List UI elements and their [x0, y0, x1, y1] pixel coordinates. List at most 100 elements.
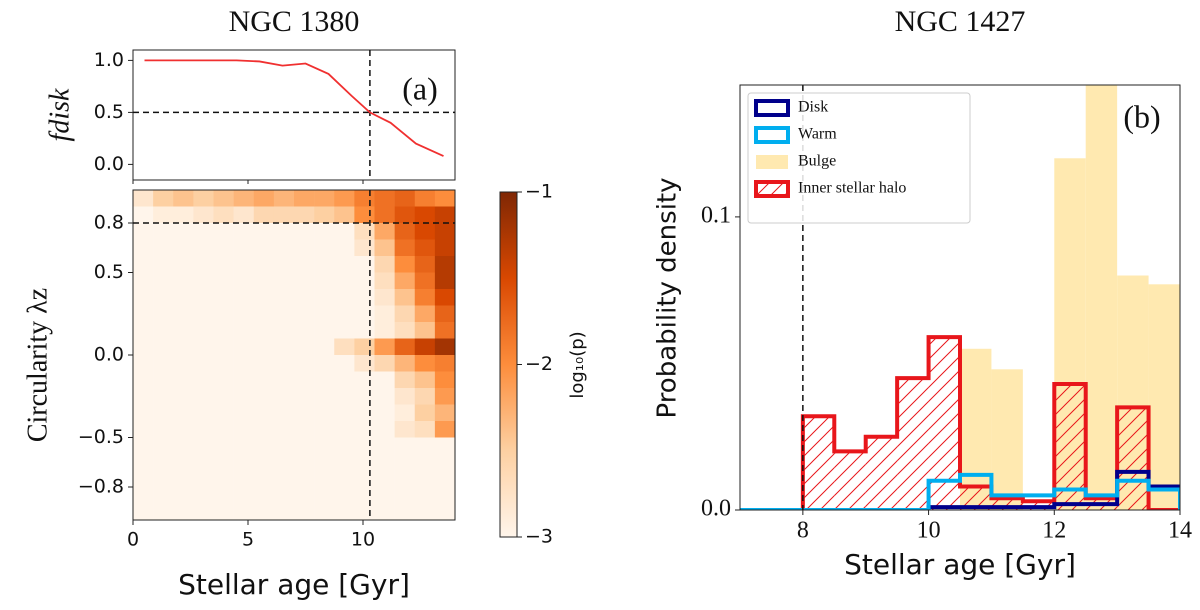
heatmap-cell [193, 305, 214, 323]
heatmap-cell [294, 206, 315, 224]
heatmap-cell [273, 404, 295, 422]
heatmap-cell [374, 503, 395, 521]
heatmap-cell [294, 421, 315, 438]
y-tick-label: 0.5 [94, 261, 124, 283]
heatmap-cell [354, 322, 375, 339]
heatmap-cell [314, 190, 335, 207]
heatmap-cell [354, 487, 375, 504]
heatmap-cell [213, 371, 234, 389]
heatmap-cell [434, 223, 456, 240]
heatmap-cell [253, 371, 275, 389]
histogram-bin [960, 348, 992, 510]
heatmap-cell [294, 272, 315, 290]
heatmap-cell [314, 437, 335, 455]
histogram-bin [834, 451, 866, 510]
histogram-bin [1149, 489, 1180, 510]
heatmap-cell [153, 404, 174, 422]
heatmap-cell [354, 388, 375, 405]
heatmap-cell [414, 223, 436, 240]
legend: Disk Warm Bulge Inner stellar halo [747, 92, 971, 224]
heatmap-cell [294, 239, 315, 257]
histogram-bin [1054, 489, 1085, 510]
heatmap-cell [314, 289, 335, 306]
heatmap-cell [193, 371, 214, 389]
heatmap-cell [314, 338, 335, 356]
heatmap-cell [233, 289, 255, 306]
y-tick-label: 1.0 [94, 49, 124, 71]
heatmap-cell [394, 355, 416, 372]
heatmap-cell [133, 338, 154, 356]
legend-swatch [754, 99, 790, 117]
y-tick-label: −0.8 [78, 476, 124, 498]
heatmap-cell [294, 322, 315, 339]
colorbar [499, 191, 518, 538]
y-tick-label: 0.1 [701, 202, 731, 228]
heatmap-cell [213, 388, 234, 405]
heatmap-cell [414, 503, 436, 521]
heatmap-cell [354, 190, 375, 207]
heatmap-cell [253, 421, 275, 438]
heatmap-cell [193, 338, 214, 356]
heatmap-cell [354, 206, 375, 224]
y-tick-label: −0.5 [78, 426, 124, 448]
histogram-bin [865, 436, 898, 510]
heatmap-cell [374, 487, 395, 504]
heatmap-cell [394, 404, 416, 422]
heatmap-cell [374, 305, 395, 323]
heatmap-cell [334, 437, 355, 455]
heatmap-cell [314, 421, 335, 438]
heatmap-cell [273, 223, 295, 240]
heatmap-cell [233, 322, 255, 339]
colorbar-tick-label: −1 [525, 181, 553, 203]
heatmap-cell [273, 487, 295, 504]
heatmap-cell [394, 272, 416, 290]
heatmap-cell [394, 371, 416, 389]
heatmap-cell [193, 355, 214, 372]
heatmap-cell [253, 437, 275, 455]
heatmap-cell [354, 404, 375, 422]
heatmap-cell [314, 404, 335, 422]
heatmap-cell [193, 256, 214, 273]
heatmap-cell [314, 223, 335, 240]
heatmap-cell [233, 454, 255, 471]
heatmap-cell [434, 437, 456, 455]
histogram-bin [1086, 495, 1117, 510]
heatmap-cell [273, 470, 295, 488]
heatmap-cell [314, 305, 335, 323]
heatmap-cell [354, 256, 375, 273]
heatmap-cell [354, 421, 375, 438]
heatmap-cell [374, 239, 395, 257]
heatmap-cell [133, 223, 154, 240]
histogram-bin [1148, 284, 1180, 510]
heatmap-cell [354, 470, 375, 488]
heatmap-cell [133, 305, 154, 323]
legend-swatch [754, 180, 790, 198]
axes-frame [132, 49, 456, 181]
heatmap-cell [374, 355, 395, 372]
legend-label: Disk [798, 99, 828, 116]
heatmap-cell [434, 454, 456, 471]
heatmap-cell [133, 355, 154, 372]
heatmap-cell [153, 487, 174, 504]
heatmap-cell [334, 503, 355, 521]
heatmap-cell [193, 487, 214, 504]
heatmap-cell [354, 371, 375, 389]
heatmap-cell [233, 206, 255, 224]
heatmap-cell [213, 503, 234, 521]
heatmap-cell [334, 421, 355, 438]
heatmap-cell [273, 437, 295, 455]
heatmap-cell [233, 421, 255, 438]
heatmap-cell [434, 355, 456, 372]
heatmap-cell [414, 421, 436, 438]
heatmap-cell [334, 272, 355, 290]
heatmap-cell [374, 190, 395, 207]
histogram-bin [1023, 495, 1054, 510]
heatmap-cell [253, 289, 275, 306]
heatmap-cell [153, 338, 174, 356]
heatmap-cell [434, 239, 456, 257]
histogram-bin [991, 369, 1023, 510]
heatmap-cell [334, 487, 355, 504]
heatmap-cell [354, 223, 375, 240]
heatmap-cell [273, 421, 295, 438]
